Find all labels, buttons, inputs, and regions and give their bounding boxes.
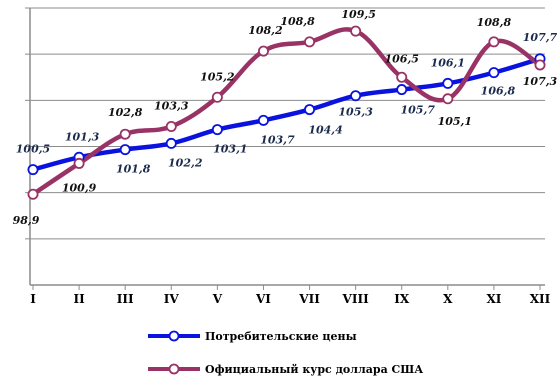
x-tick-label: VII [298,292,320,306]
legend-label-consumer-prices: Потребительские цены [205,330,357,343]
x-tick-labels: I II III IV V VI VII VIII IX X XI XII [30,285,551,306]
data-point-marker [304,36,316,48]
data-label: 107,3 [523,75,558,88]
legend-label-usd-rate: Официальный курс доллара США [205,363,423,376]
data-point-marker [534,59,546,71]
data-label: 98,9 [13,214,40,227]
legend-item-usd-rate: Официальный курс доллара США [148,363,423,376]
x-tick-label: IX [394,292,410,306]
data-point-marker [119,128,131,140]
data-point-marker [27,188,39,200]
x-tick-label: XII [530,292,551,306]
data-point-marker [73,157,85,169]
data-label: 105,2 [200,70,235,83]
data-point-marker [211,91,223,103]
data-point-marker [257,45,269,57]
data-label: 108,8 [280,15,315,28]
data-label: 105,1 [438,115,472,128]
axes [29,8,545,286]
data-point-marker [350,90,362,102]
data-label: 105,7 [401,104,436,117]
data-point-marker [396,84,408,96]
legend: Потребительские цены Официальный курс до… [148,330,423,376]
x-tick-label: III [117,292,134,306]
x-tick-label: X [443,292,453,306]
legend-item-consumer-prices: Потребительские цены [148,330,357,343]
data-label: 101,3 [65,130,100,143]
data-point-marker [304,104,316,116]
data-label: 100,5 [16,143,50,156]
data-label: 101,8 [116,163,151,176]
data-point-marker [211,124,223,136]
data-label: 106,8 [481,85,516,98]
data-point-marker [165,137,177,149]
gridlines [25,7,545,240]
data-label: 105,3 [338,106,373,119]
x-tick-label: I [30,292,36,306]
data-label: 103,7 [260,133,295,146]
data-point-marker [442,77,454,89]
data-label: 103,1 [213,143,247,156]
data-point-marker [257,114,269,126]
data-point-marker [27,164,39,176]
data-label: 106,1 [431,56,465,69]
data-point-marker [488,36,500,48]
data-label: 108,8 [477,16,512,29]
data-label: 102,8 [108,106,143,119]
x-tick-label: II [73,292,85,306]
data-labels: 100,5 101,3 101,8 102,2 103,1 103,7 104,4 105,3… [13,8,558,227]
x-tick-label: IV [164,292,180,306]
legend-marker-consumer-prices [168,330,180,342]
x-tick-label: XI [486,292,501,306]
data-label: 109,5 [341,8,375,21]
x-tick-label: VIII [342,292,370,306]
legend-marker-usd-rate [168,363,180,375]
data-point-marker [165,120,177,132]
x-tick-label: V [212,292,223,306]
data-point-marker [119,144,131,156]
data-label: 107,7 [523,31,558,44]
data-point-marker [350,25,362,37]
data-label: 103,3 [154,99,189,112]
data-label: 100,9 [62,181,97,194]
series-markers [27,25,546,200]
data-label: 102,2 [168,156,203,169]
data-label: 108,2 [248,24,283,37]
data-label: 104,4 [308,124,342,137]
data-point-marker [396,71,408,83]
data-point-marker [442,93,454,105]
data-label: 106,5 [385,52,419,65]
x-tick-label: VI [255,292,271,306]
data-point-marker [488,67,500,79]
